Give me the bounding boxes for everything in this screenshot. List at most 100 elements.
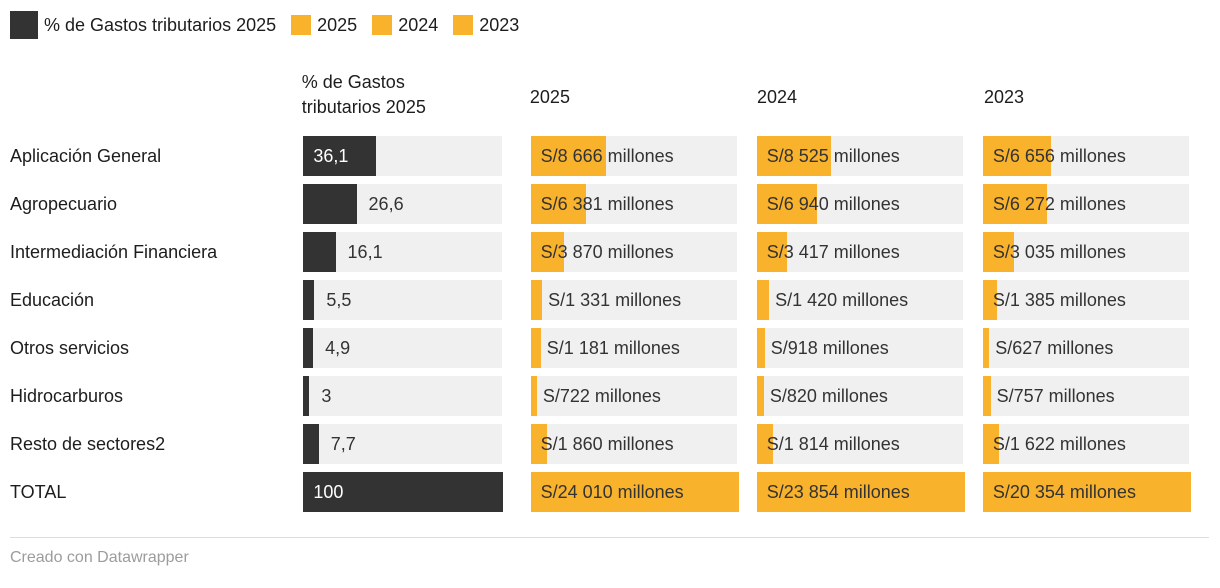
value-label: S/1 420 millones	[775, 290, 909, 310]
value-label: S/757 millones	[996, 386, 1115, 406]
value-cell-2023: S/757 millones	[982, 376, 1189, 416]
header-pct-column: % de Gastos tributarios 2025	[302, 70, 499, 120]
value-label: S/6 940 millones	[766, 194, 900, 214]
value-cell-2025: S/1 331 millones	[530, 280, 737, 320]
table-header-row: % de Gastos tributarios 2025 2025 2024 2…	[10, 62, 1209, 120]
legend-label: % de Gastos tributarios 2025	[44, 14, 277, 35]
value-cell-2024: S/8 525 millones	[756, 136, 963, 176]
value-bar-fill	[982, 280, 997, 320]
value-label: S/1 622 millones	[992, 434, 1126, 454]
pct-bar-cell: 5,5	[303, 280, 502, 320]
header-year-2023: 2023	[983, 87, 1025, 107]
pct-bar-value: 7,7	[330, 434, 356, 454]
table-row: TOTAL 100 S/24 010 millones S/23 854 mill…	[10, 472, 1209, 512]
pct-bar-fill	[303, 184, 357, 224]
row-label: Resto de sectores2	[10, 433, 166, 454]
value-bar-fill	[982, 376, 991, 416]
value-label: S/1 331 millones	[548, 290, 682, 310]
table-row: Intermediación Financiera 16,1 S/3 870 m…	[10, 232, 1209, 272]
value-bar-fill	[982, 472, 1191, 512]
table-row: Educación 5,5 S/1 331 millones S/1 420 mi…	[10, 280, 1209, 320]
value-bar-fill	[756, 184, 818, 224]
legend-label: 2025	[317, 14, 358, 35]
value-bar-fill	[530, 184, 586, 224]
value-label: S/20 354 millones	[992, 482, 1136, 502]
pct-bar-cell: 26,6	[303, 184, 502, 224]
legend-swatch-yellow-icon	[372, 15, 393, 35]
pct-bar-fill	[303, 136, 376, 176]
value-label: S/1 181 millones	[546, 338, 680, 358]
row-label: Agropecuario	[10, 193, 118, 214]
header-pct-line1: % de Gastos	[301, 72, 405, 92]
value-label: S/24 010 millones	[540, 482, 684, 502]
table-row: Aplicación General 36,1 S/8 666 millones…	[10, 136, 1209, 176]
pct-bar-value: 36,1	[313, 146, 349, 166]
value-cell-2025: S/24 010 millones	[530, 472, 739, 512]
value-cell-2025: S/6 381 millones	[530, 184, 737, 224]
pct-bar-value: 26,6	[368, 194, 404, 214]
value-cell-2024: S/23 854 millones	[756, 472, 965, 512]
value-label: S/1 860 millones	[540, 434, 674, 454]
value-bar-fill	[982, 328, 990, 368]
value-label: S/3 870 millones	[540, 242, 674, 262]
pct-bar-fill	[303, 424, 319, 464]
value-cell-2024: S/1 814 millones	[756, 424, 963, 464]
value-label: S/6 656 millones	[992, 146, 1126, 166]
pct-bar-value: 5,5	[326, 290, 352, 310]
pct-bar-fill	[303, 376, 310, 416]
value-cell-2025: S/1 181 millones	[530, 328, 737, 368]
value-label: S/1 814 millones	[766, 434, 900, 454]
value-bar-fill	[982, 424, 1000, 464]
value-label: S/23 854 millones	[766, 482, 910, 502]
row-label: Intermediación Financiera	[10, 241, 218, 262]
row-label: Hidrocarburos	[10, 385, 124, 406]
table-row: Agropecuario 26,6 S/6 381 millones S/6 94…	[10, 184, 1209, 224]
table-body: Aplicación General 36,1 S/8 666 millones…	[10, 136, 1209, 512]
value-cell-2023: S/627 millones	[982, 328, 1189, 368]
legend-item: 2023	[453, 15, 519, 36]
value-bar-fill	[756, 280, 770, 320]
row-label: TOTAL	[10, 481, 67, 502]
table-row: Otros servicios 4,9 S/1 181 millones S/91…	[10, 328, 1209, 368]
pct-bar-cell: 36,1	[303, 136, 502, 176]
header-year-2024: 2024	[756, 87, 797, 107]
datawrapper-credit-link[interactable]: Creado con Datawrapper	[10, 549, 189, 566]
pct-bar-fill	[303, 280, 315, 320]
pct-bar-value: 4,9	[325, 338, 351, 358]
pct-bar-value: 16,1	[347, 242, 383, 262]
footer: Creado con Datawrapper	[10, 537, 1209, 567]
value-cell-2023: S/20 354 millones	[982, 472, 1191, 512]
value-label: S/6 272 millones	[992, 194, 1126, 214]
value-bar-fill	[756, 472, 965, 512]
value-cell-2024: S/3 417 millones	[756, 232, 963, 272]
value-label: S/627 millones	[995, 338, 1114, 358]
value-bar-fill	[530, 136, 606, 176]
legend: % de Gastos tributarios 2025 2025 2024 2023	[10, 8, 1209, 42]
value-label: S/918 millones	[770, 338, 889, 358]
value-cell-2025: S/3 870 millones	[530, 232, 737, 272]
value-cell-2025: S/1 860 millones	[530, 424, 737, 464]
value-bar-fill	[756, 328, 765, 368]
value-bar-fill	[530, 328, 541, 368]
value-bar-fill	[530, 232, 565, 272]
value-label: S/820 millones	[769, 386, 888, 406]
chart-container: % de Gastos tributarios 2025 2025 2024 2023…	[10, 8, 1209, 567]
value-cell-2025: S/722 millones	[530, 376, 737, 416]
value-cell-2025: S/8 666 millones	[530, 136, 737, 176]
value-bar-fill	[530, 472, 739, 512]
value-label: S/1 385 millones	[992, 290, 1126, 310]
table-row: Resto de sectores2 7,7 S/1 860 millones S…	[10, 424, 1209, 464]
row-label: Aplicación General	[10, 145, 162, 166]
pct-bar-cell: 3	[303, 376, 502, 416]
value-label: S/6 381 millones	[540, 194, 674, 214]
legend-item: 2024	[372, 15, 438, 36]
value-cell-2023: S/6 272 millones	[982, 184, 1189, 224]
value-label: S/722 millones	[542, 386, 661, 406]
legend-label: 2023	[479, 14, 520, 35]
value-label: S/8 525 millones	[766, 146, 900, 166]
value-bar-fill	[530, 376, 537, 416]
value-bar-fill	[756, 376, 764, 416]
table-row: Hidrocarburos 3 S/722 millones S/820 mill…	[10, 376, 1209, 416]
value-cell-2023: S/3 035 millones	[982, 232, 1189, 272]
value-cell-2023: S/1 385 millones	[982, 280, 1189, 320]
